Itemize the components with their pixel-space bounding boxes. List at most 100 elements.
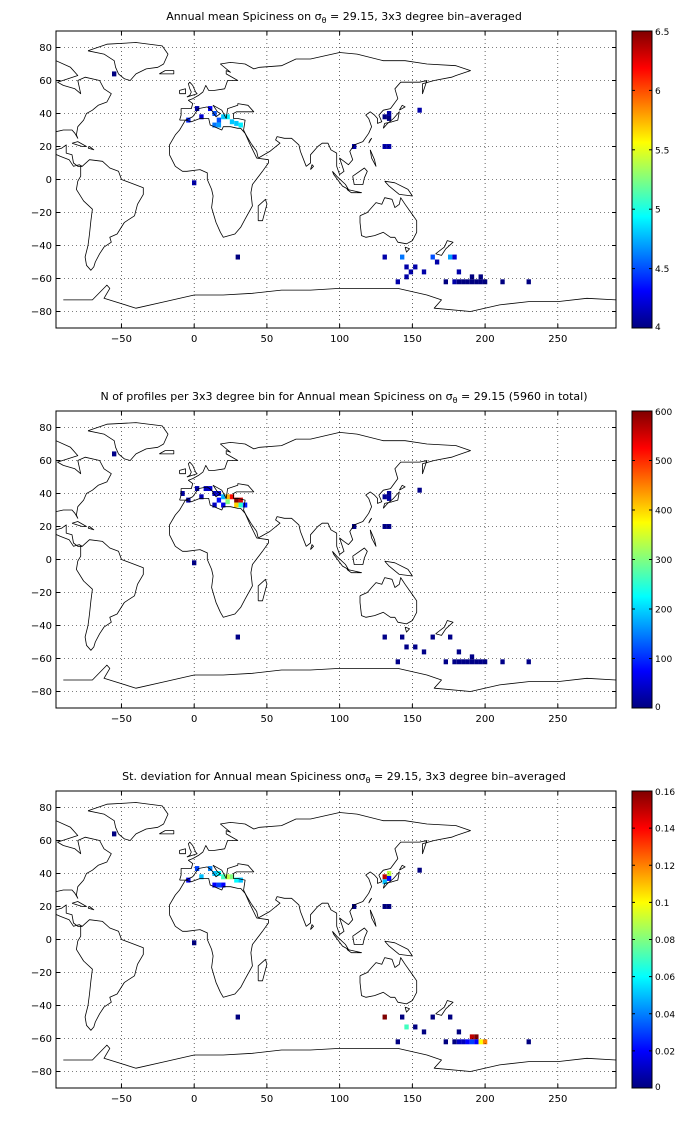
colorbar-tick-label: 500 — [655, 457, 672, 467]
data-cell — [500, 659, 505, 665]
y-tick-label: 0 — [46, 935, 52, 946]
data-cell — [386, 115, 392, 121]
x-tick-label: 100 — [330, 334, 349, 345]
y-tick-label: 60 — [39, 836, 52, 847]
data-cell — [395, 1039, 400, 1045]
coastline — [257, 578, 268, 602]
data-cell — [386, 144, 392, 149]
data-cell — [478, 1039, 483, 1045]
chart-title: St. deviation for Annual mean Spiciness … — [122, 770, 566, 785]
gridlines — [56, 411, 616, 708]
y-tick-label: −80 — [31, 1067, 52, 1078]
colorbar-tick-label: 0.08 — [655, 936, 675, 946]
coastline — [352, 167, 368, 185]
y-tick-label: −80 — [31, 307, 52, 318]
y-tick-label: −60 — [31, 654, 52, 665]
y-tick-label: −80 — [31, 687, 52, 698]
colorbar-tick-label: 6 — [655, 87, 661, 97]
data-cell — [186, 497, 191, 503]
coastline — [87, 146, 95, 151]
coastline — [71, 141, 87, 147]
data-cell — [235, 254, 240, 260]
coastline — [369, 149, 377, 167]
data-cell — [382, 494, 387, 500]
data-cell — [386, 875, 392, 881]
coastline — [352, 547, 368, 565]
chart-title-subscript: θ — [322, 16, 327, 25]
y-tick-label: 60 — [39, 76, 52, 87]
colorbar — [631, 30, 653, 329]
data-cell — [452, 659, 457, 665]
chart-title-symbol: σ — [359, 770, 366, 783]
coastlines — [56, 802, 616, 1072]
data-cell — [452, 254, 457, 260]
data-cell — [225, 114, 230, 120]
data-cell — [474, 279, 479, 285]
data-cell — [112, 71, 117, 77]
data-cell — [225, 874, 230, 880]
y-tick-label: 60 — [39, 456, 52, 467]
data-cell — [212, 491, 217, 496]
coastline — [56, 440, 112, 547]
data-cell — [408, 269, 414, 275]
data-cell — [238, 497, 243, 503]
data-cell — [443, 659, 448, 665]
data-cell — [221, 874, 226, 880]
coastline — [186, 461, 198, 478]
data-cells — [112, 451, 531, 665]
coastline — [346, 949, 362, 954]
coastline — [369, 529, 377, 547]
x-tick-label: −50 — [111, 1094, 132, 1105]
data-cell — [238, 122, 243, 128]
coastline — [435, 240, 454, 256]
data-cell — [474, 1034, 479, 1040]
coastline — [87, 906, 95, 911]
coastline — [63, 1044, 616, 1072]
coastline — [404, 626, 410, 633]
coastline — [404, 246, 410, 253]
data-cell — [386, 495, 392, 501]
data-cell — [413, 1024, 418, 1030]
colorbar-tick-label: 600 — [655, 408, 672, 418]
data-cell — [194, 106, 200, 112]
data-cell — [386, 524, 392, 529]
data-cell — [192, 180, 197, 186]
data-cell — [199, 114, 204, 120]
coastline — [71, 521, 87, 527]
x-tick-label: 100 — [330, 714, 349, 725]
coastline — [159, 70, 175, 75]
data-cell — [469, 654, 475, 660]
coastline — [76, 919, 144, 1031]
data-cell — [235, 634, 240, 640]
data-cell — [382, 879, 387, 885]
colorbar-tick-label: 300 — [655, 556, 672, 566]
coastline — [76, 539, 144, 651]
y-tick-label: −40 — [31, 621, 52, 632]
data-cell — [352, 144, 357, 149]
data-cell — [352, 524, 357, 529]
y-tick-label: −60 — [31, 274, 52, 285]
data-cell — [404, 274, 409, 280]
data-cell — [456, 279, 462, 285]
chart-title: N of profiles per 3x3 degree bin for Ann… — [100, 390, 587, 405]
coastlines — [56, 42, 616, 312]
data-cell — [382, 1014, 387, 1020]
coastline — [346, 569, 362, 574]
chart-title-prefix: N of profiles per 3x3 degree bin for Ann… — [100, 390, 445, 403]
data-cell — [443, 279, 448, 285]
y-tick-label: 20 — [39, 902, 52, 913]
data-cell — [404, 1024, 409, 1030]
data-cell — [386, 871, 392, 876]
coastline — [179, 812, 471, 935]
data-cell — [478, 279, 483, 285]
chart-title-prefix: Annual mean Spiciness on — [166, 10, 314, 23]
data-cell — [229, 119, 235, 125]
y-tick-label: −40 — [31, 1001, 52, 1012]
coastline — [56, 820, 112, 927]
coastline — [87, 802, 169, 841]
coastline — [310, 924, 314, 930]
colorbar-tick-label: 5.5 — [655, 146, 669, 156]
coastline — [87, 422, 169, 461]
data-cell — [382, 874, 387, 880]
